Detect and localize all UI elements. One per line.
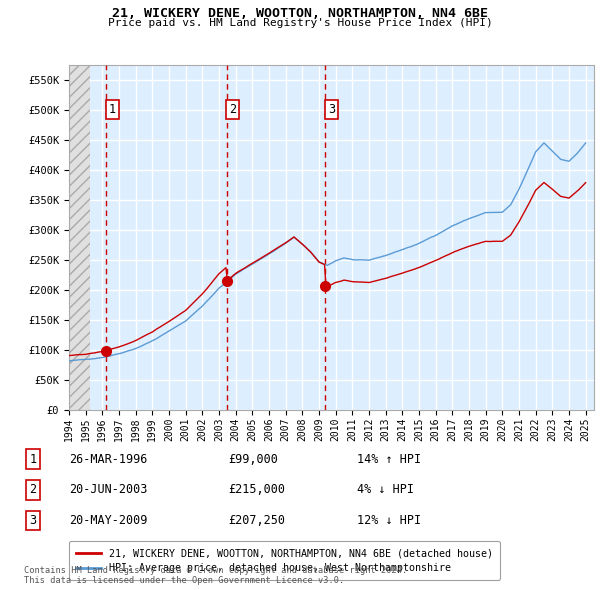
Text: 2: 2	[29, 483, 37, 496]
Text: £215,000: £215,000	[228, 483, 285, 496]
Text: 3: 3	[29, 514, 37, 527]
Legend: 21, WICKERY DENE, WOOTTON, NORTHAMPTON, NN4 6BE (detached house), HPI: Average p: 21, WICKERY DENE, WOOTTON, NORTHAMPTON, …	[69, 541, 500, 580]
Text: 1: 1	[109, 103, 116, 116]
Text: 20-MAY-2009: 20-MAY-2009	[69, 514, 148, 527]
Text: 1: 1	[29, 453, 37, 466]
Text: 12% ↓ HPI: 12% ↓ HPI	[357, 514, 421, 527]
Text: 21, WICKERY DENE, WOOTTON, NORTHAMPTON, NN4 6BE: 21, WICKERY DENE, WOOTTON, NORTHAMPTON, …	[112, 7, 488, 20]
Text: 26-MAR-1996: 26-MAR-1996	[69, 453, 148, 466]
Text: Price paid vs. HM Land Registry's House Price Index (HPI): Price paid vs. HM Land Registry's House …	[107, 18, 493, 28]
Text: £207,250: £207,250	[228, 514, 285, 527]
Text: 4% ↓ HPI: 4% ↓ HPI	[357, 483, 414, 496]
Text: 20-JUN-2003: 20-JUN-2003	[69, 483, 148, 496]
Text: 2: 2	[229, 103, 236, 116]
Bar	[69, 65, 90, 410]
Text: 14% ↑ HPI: 14% ↑ HPI	[357, 453, 421, 466]
Text: 3: 3	[328, 103, 335, 116]
Text: £99,000: £99,000	[228, 453, 278, 466]
Text: Contains HM Land Registry data © Crown copyright and database right 2024.
This d: Contains HM Land Registry data © Crown c…	[24, 566, 407, 585]
